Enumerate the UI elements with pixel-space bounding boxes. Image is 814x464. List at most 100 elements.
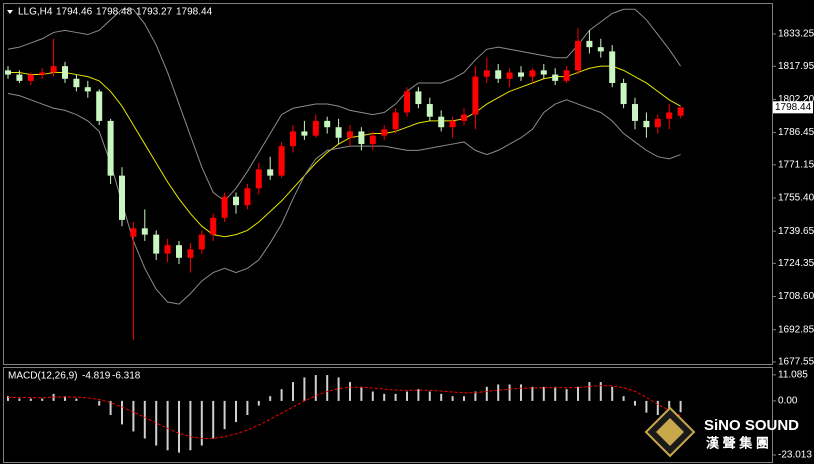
macd-bar <box>246 400 249 415</box>
macd-bar <box>451 396 454 401</box>
candle-body <box>461 114 467 121</box>
macd-bar <box>155 400 158 446</box>
macd-bar <box>337 377 340 401</box>
macd-bar <box>520 384 522 401</box>
logo-name: SiNO SOUND <box>704 417 799 434</box>
candle-body <box>16 74 23 81</box>
header: LLG,H4 1794.46 1798.48 1793.27 1798.44 M… <box>7 7 213 382</box>
y-tick-label: -23.013 <box>778 450 812 461</box>
macd-bar <box>428 391 431 401</box>
candle-body <box>438 116 445 128</box>
candle-body <box>392 112 399 130</box>
candle-body <box>415 91 422 105</box>
macd-bar <box>383 393 386 401</box>
macd-bar <box>75 398 78 401</box>
macd-bar <box>565 389 568 401</box>
macd-bar <box>485 386 488 401</box>
candle-body <box>358 131 365 145</box>
macd-bar <box>7 396 9 401</box>
y-tick-label: 1771.15 <box>778 159 814 170</box>
macd-bar <box>394 393 397 401</box>
logo-inner <box>656 418 684 446</box>
candle-body <box>563 70 570 81</box>
candle-body <box>39 72 46 75</box>
macd-bar <box>303 377 306 401</box>
y-tick-label: 1833.25 <box>778 29 814 40</box>
y-tick-label: 1817.95 <box>778 61 814 72</box>
macd-panel <box>3 367 773 463</box>
macd-bar <box>64 396 66 401</box>
macd-bar <box>178 400 180 453</box>
macd-bar <box>577 386 579 401</box>
macd-bar <box>143 400 146 439</box>
candle-body <box>187 249 194 258</box>
macd-bar <box>656 400 659 415</box>
candle-body <box>347 131 353 138</box>
macd-bar <box>531 386 534 401</box>
candle-body <box>27 74 34 81</box>
candle-body <box>552 74 559 81</box>
macd-bar <box>121 400 123 425</box>
candle-body <box>518 72 524 77</box>
macd-bar <box>166 400 169 451</box>
macd-bar <box>406 391 408 401</box>
macd-bar <box>463 396 465 401</box>
y-tick-label: 1802.20 <box>778 94 814 105</box>
candle-body <box>609 51 616 83</box>
candle-body <box>472 76 479 115</box>
y-tick-label: 1724.35 <box>778 258 814 269</box>
macd-bar <box>235 400 237 423</box>
y-tick-label: 0.00 <box>778 396 798 407</box>
macd-bar <box>29 398 32 401</box>
candle-body <box>164 245 171 254</box>
y-tick-label: 11.085 <box>778 369 808 380</box>
price-label-box <box>773 101 813 114</box>
candle-body <box>529 70 536 77</box>
macd-bar <box>200 400 203 446</box>
candle-body <box>84 87 91 92</box>
candle-body <box>50 66 57 73</box>
candle-body <box>324 120 331 128</box>
macd-bar <box>41 398 44 401</box>
price-label: 1798.44 <box>775 102 812 113</box>
high-value: 1798.48 <box>96 7 133 18</box>
candle-body <box>369 135 376 145</box>
low-value: 1793.27 <box>136 7 173 18</box>
macd-bar <box>314 375 317 401</box>
macd-bar <box>588 382 591 401</box>
candle-body <box>221 196 228 218</box>
macd-bar <box>554 386 557 401</box>
candle-body <box>654 118 661 128</box>
macd-bar <box>497 384 500 401</box>
candle-body <box>575 40 581 71</box>
candle-body <box>233 196 239 206</box>
macd-bar <box>508 384 511 401</box>
macd-title: MACD(12,26,9) <box>8 371 77 382</box>
candle-body <box>267 169 274 176</box>
macd-bar <box>257 400 260 406</box>
candle-body <box>62 66 68 79</box>
macd-bar <box>109 400 112 415</box>
candle-body <box>255 169 262 189</box>
logo: SiNO SOUND 漢 聲 集 團 <box>644 406 799 458</box>
candle-body <box>119 175 125 220</box>
macd-signal-value: -6.318 <box>112 371 141 382</box>
candle-body <box>426 104 433 117</box>
close-value: 1798.44 <box>176 7 213 18</box>
candle-body <box>5 70 11 75</box>
candle-body <box>483 70 490 77</box>
candle-body <box>73 78 80 88</box>
candle-body <box>312 120 319 136</box>
candle-body <box>176 245 182 258</box>
macd-bar <box>326 375 329 401</box>
y-tick-label: 1708.60 <box>778 291 814 302</box>
candle-body <box>381 129 388 136</box>
macd-bar <box>18 398 21 401</box>
macd-bar <box>292 382 294 401</box>
candle-body <box>130 228 137 237</box>
candle-body <box>107 120 114 176</box>
candle-body <box>666 112 673 119</box>
macd-bar <box>634 400 636 406</box>
candle-body <box>404 91 410 113</box>
candle-body <box>244 188 251 206</box>
